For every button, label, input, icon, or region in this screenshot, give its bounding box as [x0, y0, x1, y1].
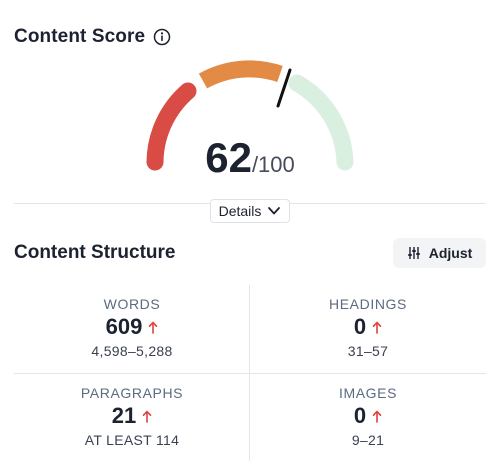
score-number: 62 [205, 134, 252, 181]
metric-label: HEADINGS [329, 296, 407, 312]
metric-label: PARAGRAPHS [80, 385, 184, 401]
metric-paragraphs: PARAGRAPHS 21 AT LEAST 114 [14, 374, 250, 462]
metric-label: IMAGES [338, 385, 398, 401]
arrow-up-icon [372, 410, 382, 423]
details-label: Details [218, 203, 262, 219]
content-score-title: Content Score [14, 26, 146, 47]
info-icon[interactable] [153, 28, 171, 46]
metric-value: 0 [353, 403, 367, 428]
gauge-segment-mid [198, 60, 283, 89]
metric-range: 9–21 [351, 432, 385, 448]
details-button[interactable]: Details [210, 199, 290, 223]
arrow-up-icon [149, 321, 158, 334]
chevron-down-icon [268, 207, 281, 215]
metric-words: WORDS 609 4,598–5,288 [14, 285, 250, 373]
adjust-button[interactable]: Adjust [393, 238, 486, 268]
score-value: 62/100 [0, 134, 500, 182]
content-structure-grid: WORDS 609 4,598–5,288 HEADINGS 0 31–57 P… [14, 285, 486, 465]
content-structure-title: Content Structure [14, 242, 176, 263]
gauge-segment-low [146, 82, 197, 171]
metric-range: 4,598–5,288 [91, 343, 173, 359]
content-score-header: Content Score [14, 26, 171, 48]
arrow-up-icon [372, 321, 382, 334]
grid-divider-horizontal [14, 373, 486, 374]
sliders-icon [408, 247, 420, 259]
metric-label: WORDS [103, 296, 161, 312]
metric-value: 0 [353, 314, 367, 339]
score-max: /100 [251, 152, 295, 177]
metric-headings: HEADINGS 0 31–57 [250, 285, 486, 373]
metric-range: AT LEAST 114 [84, 432, 180, 448]
gauge-arc [146, 60, 354, 171]
gauge-needle [276, 68, 292, 108]
metric-value: 21 [111, 403, 137, 428]
metric-range: 31–57 [347, 343, 389, 359]
score-gauge [0, 0, 500, 200]
metric-images: IMAGES 0 9–21 [250, 374, 486, 462]
adjust-label: Adjust [428, 245, 473, 261]
gauge-segment-high [288, 74, 354, 171]
arrow-up-icon [142, 410, 152, 423]
metric-value: 609 [105, 314, 143, 339]
